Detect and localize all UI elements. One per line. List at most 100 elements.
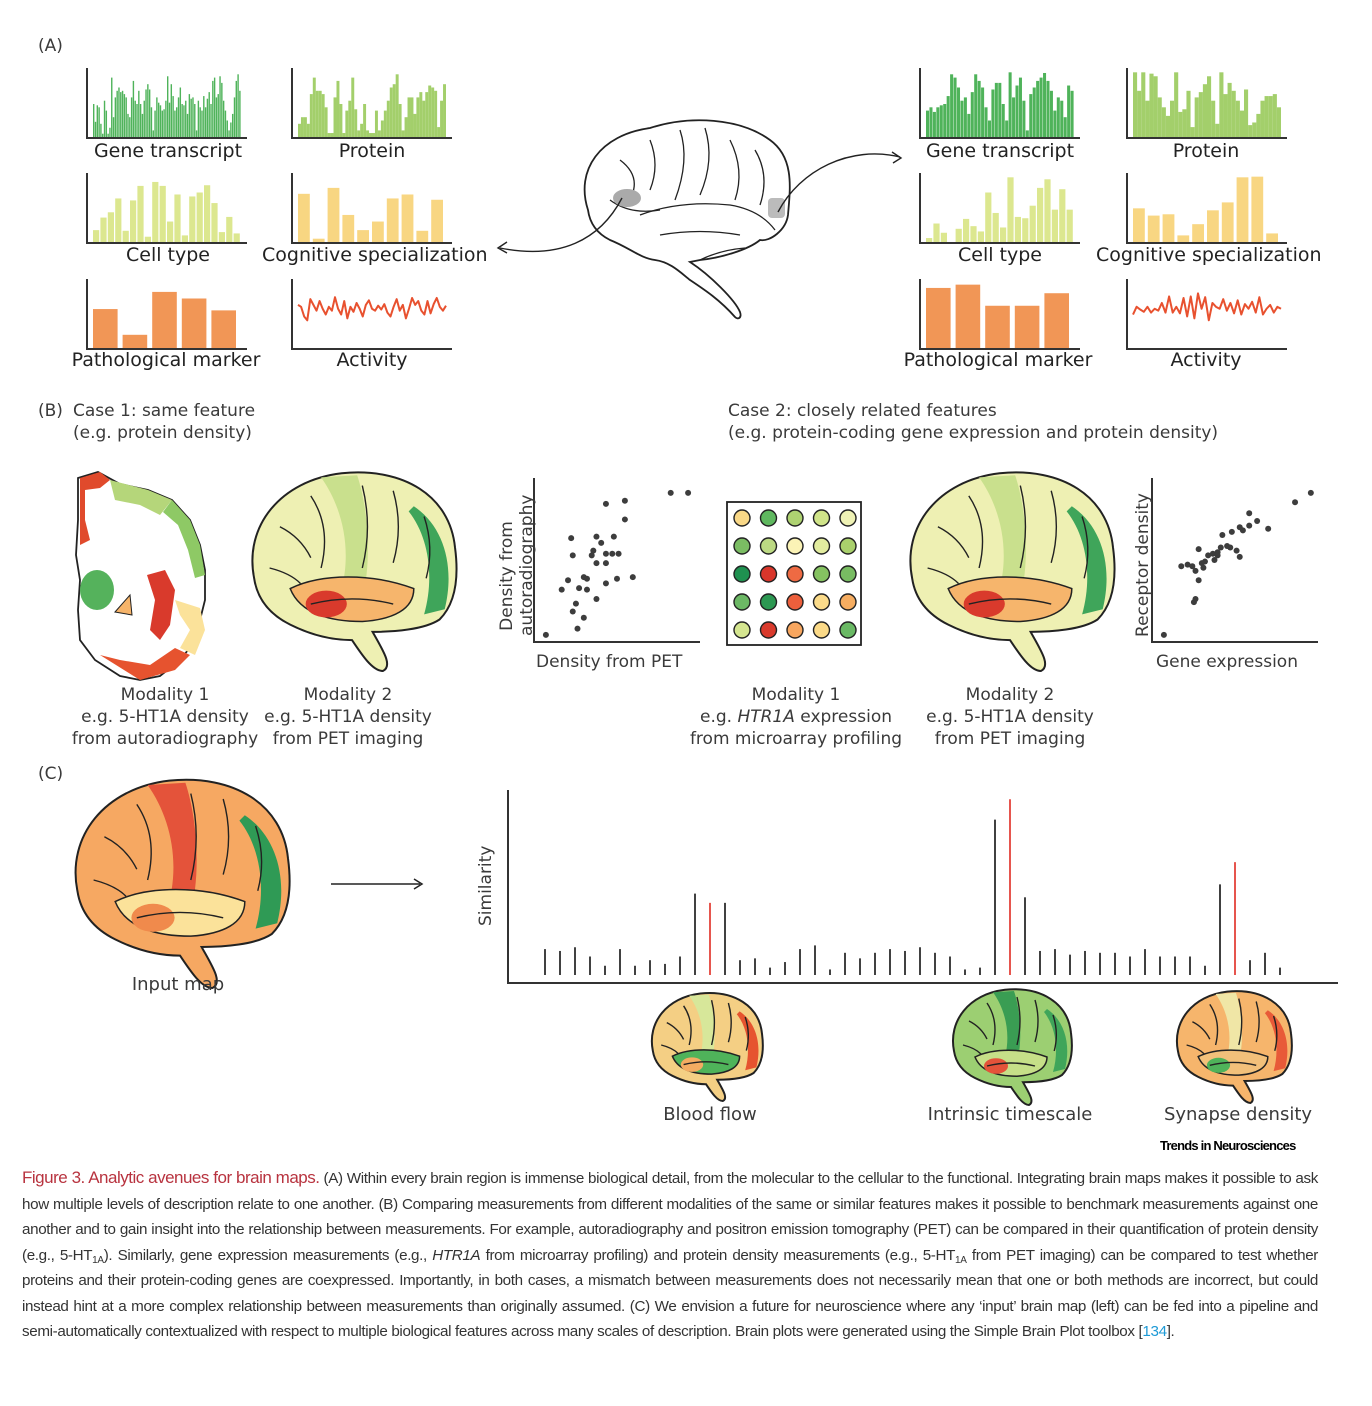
a-left-protein-bar: [431, 87, 435, 137]
microarray-spot: [786, 593, 804, 611]
a-left-gene-transcript-bar: [224, 110, 227, 137]
a-right-protein-bar: [1256, 113, 1261, 137]
a-left-gene-transcript-bar: [172, 96, 174, 137]
a-left-gene-transcript-bar: [156, 97, 158, 137]
figure-caption: Figure 3. Analytic avenues for brain map…: [22, 1165, 1318, 1345]
a-left-protein-bar: [318, 90, 322, 137]
b-scatter-case1-point: [614, 575, 620, 582]
a-left-gene-transcript-bar: [132, 80, 135, 137]
a-right-protein-bar: [1202, 84, 1207, 137]
pet-brain-case1-sulcus: [423, 516, 431, 579]
a-left-gene-transcript-bar: [233, 97, 236, 137]
label-right-gene-transcript: Gene transcript: [925, 140, 1075, 162]
region-yellow: [175, 600, 205, 655]
pet-brain-case2-hotspot: [963, 590, 1005, 618]
a-left-gene-transcript-bar: [179, 87, 182, 137]
synapse-density-brain: [1175, 990, 1293, 1105]
a-right-cognitive-bar: [1251, 176, 1264, 242]
a-right-cell-type-bar: [1051, 209, 1058, 242]
blood-flow-brain-parietal: [689, 994, 715, 1062]
a-left-gene-transcript-bar: [165, 100, 167, 137]
region-red: [80, 472, 110, 545]
a-left-protein-bar: [298, 123, 301, 137]
microarray-spot: [812, 509, 831, 527]
a-left-gene-transcript-bar: [148, 89, 151, 137]
input-map-brain-parietal: [147, 782, 197, 913]
a-right-gene-transcript-bar: [998, 82, 1002, 137]
label-right-activity: Activity: [1170, 349, 1242, 371]
a-right-cell-type-bar: [985, 192, 992, 242]
a-right-gene-transcript-bar: [943, 104, 947, 137]
a-right-protein-bar: [1272, 94, 1277, 137]
case2-mod2-line3: from PET imaging: [934, 729, 1086, 749]
a-left-gene-transcript-bar: [210, 104, 212, 137]
a-right-cell-type-bar: [1014, 216, 1021, 242]
a-right-gene-transcript-bar: [932, 111, 936, 137]
a-left-cell-type-bar: [233, 233, 240, 242]
caption-sub-2: 1A: [955, 1254, 967, 1266]
a-right-gene-transcript-bar: [963, 97, 967, 137]
a-right-gene-transcript-bar: [953, 77, 957, 137]
a-right-cognitive-bar: [1147, 215, 1160, 242]
b-scatter-case2-point: [1292, 499, 1299, 506]
case2-mod2-line1: Modality 2: [965, 685, 1055, 705]
b-scatter-case1-point: [610, 533, 617, 540]
pet-brain-case1-sulcus: [310, 495, 326, 569]
input-map-brain: [74, 778, 291, 990]
a-left-gene-transcript-bar: [203, 96, 205, 137]
a-left-cell-type-bar: [226, 216, 233, 242]
pet-brain-case1-hotspot: [305, 590, 347, 618]
a-left-gene-transcript-bar: [186, 113, 189, 137]
pet-brain-case2-sulcus: [937, 526, 970, 559]
similarity-ylabel: Similarity: [476, 845, 496, 926]
case1-title: Case 1: same feature: [73, 401, 256, 421]
a-left-pathological-bar: [181, 298, 207, 348]
microarray-spot: [786, 509, 804, 527]
a-right-protein-bar: [1215, 123, 1220, 137]
panel-a-graphics: [86, 68, 1287, 350]
b-scatter-case1-point: [568, 535, 575, 542]
b-scatter-case2-point: [1192, 567, 1199, 574]
b-scatter-case1-point: [583, 586, 590, 593]
brain-sulcus: [674, 129, 685, 201]
caption-title: Figure 3. Analytic avenues for brain map…: [22, 1168, 320, 1187]
a-right-gene-transcript-bar: [1053, 110, 1057, 137]
intrinsic-timescale-brain-sulcus: [968, 1020, 988, 1040]
a-left-pathological-bar: [93, 309, 118, 348]
caption-reference-link[interactable]: 134: [1142, 1323, 1167, 1340]
input-map-brain-occipital: [239, 815, 282, 929]
a-left-gene-transcript-bar: [208, 92, 210, 137]
case1-mod1-line2: e.g. 5-HT1A density: [81, 707, 249, 727]
caption-sub-1: 1A: [92, 1254, 104, 1266]
b-scatter-case2-point: [1233, 547, 1240, 554]
blood-flow-brain-sulcus: [666, 1021, 685, 1040]
a-left-protein-bar: [312, 77, 316, 137]
pet-brain-case2-sulcus: [968, 598, 1052, 605]
a-left-protein-bar: [363, 104, 367, 137]
a-left-pathological-bar: [122, 334, 148, 348]
a-left-gene-transcript-bar: [197, 100, 200, 137]
a-right-cell-type-bar: [1029, 205, 1036, 242]
intrinsic-timescale-brain-sulcus: [1016, 996, 1021, 1046]
label-left-cognitive-specialization: Cognitive specialization: [262, 244, 488, 266]
a-left-gene-transcript-bar: [217, 94, 219, 137]
a-left-gene-transcript-bar: [177, 97, 180, 137]
blood-flow-brain-sulcus: [683, 1005, 692, 1046]
synapse-density-brain-hotspot: [1206, 1057, 1231, 1073]
a-right-gene-transcript-bar: [984, 107, 988, 137]
b-scatter-case2-point: [1160, 631, 1167, 638]
a-left-gene-transcript-bar: [212, 80, 214, 137]
a-left-gene-transcript-bar: [123, 94, 126, 137]
a-left-gene-transcript-bar: [192, 97, 194, 137]
a-left-protein-bar: [303, 117, 307, 137]
a-right-gene-transcript-bar: [1032, 87, 1036, 137]
microarray-spot: [812, 621, 831, 639]
a-left-cell-type-bar: [137, 185, 144, 242]
a-right-pathological-bar: [985, 305, 1010, 348]
a-left-gene-transcript-bar: [107, 133, 109, 137]
b-scatter-case1-point: [667, 489, 674, 496]
a-left-cell-type-bar: [159, 185, 166, 242]
brain-sulcus: [659, 230, 741, 236]
a-right-cell-type-bar: [1000, 227, 1007, 242]
a-left-gene-transcript-bar: [237, 74, 239, 137]
